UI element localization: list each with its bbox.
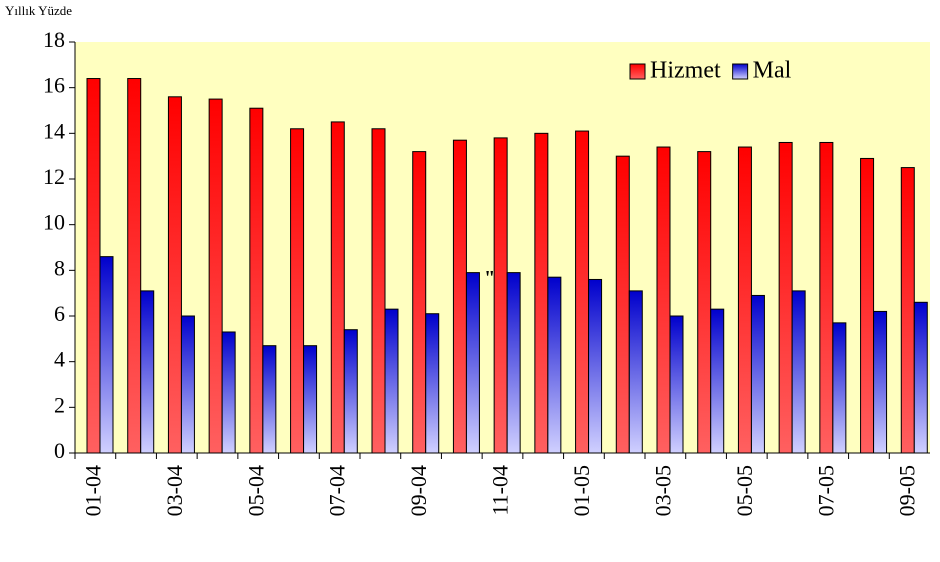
bar: [506, 272, 521, 454]
x-tick-label: 03-04: [162, 465, 187, 516]
bar: [262, 345, 277, 454]
bar: [371, 128, 386, 454]
bar: [384, 308, 399, 454]
bar: [697, 151, 712, 454]
bar: [208, 98, 223, 454]
bar: [180, 315, 195, 454]
bar: [330, 121, 345, 454]
y-tick-label: 2: [54, 392, 65, 417]
bar: [303, 345, 318, 454]
x-tick-label: 01-04: [80, 465, 105, 516]
annotation: ": [484, 267, 495, 289]
bar: [900, 167, 915, 454]
bar: [221, 331, 236, 454]
y-tick-label: 18: [43, 27, 65, 52]
bar: [588, 278, 603, 454]
bar: [615, 155, 630, 454]
bar: [140, 290, 155, 454]
x-tick-label: 09-04: [406, 465, 431, 516]
bar: [465, 272, 480, 454]
bar: [127, 78, 142, 454]
x-tick-label: 01-05: [569, 465, 594, 516]
y-tick-label: 12: [43, 164, 65, 189]
y-tick-label: 10: [43, 210, 65, 235]
bar: [656, 146, 671, 454]
x-tick-label: 07-05: [813, 465, 838, 516]
legend-label: Mal: [753, 58, 792, 84]
x-tick-label: 03-05: [650, 465, 675, 516]
legend-swatch: [629, 63, 646, 80]
x-tick-label: 07-04: [325, 465, 350, 516]
bar: [534, 132, 549, 454]
bar: [425, 313, 440, 454]
x-tick-label: 09-05: [895, 465, 920, 516]
x-tick-label: 11-04: [488, 465, 513, 516]
bar: [819, 141, 834, 454]
bar: [913, 301, 928, 454]
y-tick-label: 14: [43, 118, 65, 143]
bar: [860, 157, 875, 454]
y-tick-label: 0: [54, 438, 65, 463]
bar: [710, 308, 725, 454]
y-axis-label: Yıllık Yüzde: [5, 3, 72, 18]
bar: [412, 151, 427, 454]
y-tick-label: 16: [43, 73, 65, 98]
bar: [290, 128, 305, 454]
legend-swatch: [732, 63, 749, 80]
y-tick-label: 8: [54, 255, 65, 280]
bar: [452, 139, 467, 454]
bar: [575, 130, 590, 454]
bar: [628, 290, 643, 454]
legend-label: Hizmet: [650, 58, 721, 84]
bar: [167, 96, 182, 454]
bar: [547, 276, 562, 454]
x-tick-label: 05-05: [732, 465, 757, 516]
bar: [249, 107, 264, 454]
y-tick-label: 6: [54, 301, 65, 326]
bar: [86, 78, 101, 454]
bar: [99, 256, 114, 454]
bar: [778, 141, 793, 454]
bar: [832, 322, 847, 454]
bar: [750, 294, 765, 454]
x-tick-label: 05-04: [243, 465, 268, 516]
bar: [343, 329, 358, 454]
y-tick-label: 4: [54, 347, 65, 372]
bar: [737, 146, 752, 454]
bar: [873, 310, 888, 454]
bar: [791, 290, 806, 454]
bar: [669, 315, 684, 454]
bar: [493, 137, 508, 454]
